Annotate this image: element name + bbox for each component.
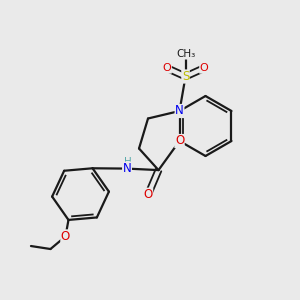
Text: CH₃: CH₃ [176, 49, 195, 59]
Text: O: O [175, 134, 184, 148]
Text: N: N [175, 104, 184, 118]
Text: O: O [61, 230, 70, 243]
Text: O: O [200, 63, 208, 73]
Text: N: N [123, 162, 131, 175]
Text: S: S [182, 70, 189, 83]
Text: O: O [143, 188, 153, 201]
Text: O: O [163, 63, 171, 73]
Text: H: H [124, 157, 131, 167]
